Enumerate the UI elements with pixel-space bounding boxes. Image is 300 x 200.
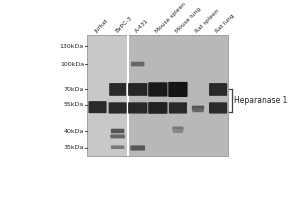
Bar <box>127 35 129 156</box>
FancyBboxPatch shape <box>128 102 147 114</box>
FancyBboxPatch shape <box>111 129 124 133</box>
FancyBboxPatch shape <box>168 82 188 97</box>
FancyBboxPatch shape <box>169 102 187 114</box>
Text: Mouse spleen: Mouse spleen <box>154 2 187 34</box>
Text: A-431: A-431 <box>134 18 150 34</box>
FancyBboxPatch shape <box>88 101 106 113</box>
Text: 130kDa: 130kDa <box>60 44 84 49</box>
Text: 55kDa: 55kDa <box>64 102 84 107</box>
FancyBboxPatch shape <box>192 106 204 110</box>
FancyBboxPatch shape <box>128 83 147 96</box>
Text: Rat spleen: Rat spleen <box>194 8 220 34</box>
Text: Heparanase 1: Heparanase 1 <box>234 96 288 105</box>
Text: Rat lung: Rat lung <box>214 13 236 34</box>
FancyBboxPatch shape <box>131 62 145 66</box>
FancyBboxPatch shape <box>209 102 227 114</box>
Text: 35kDa: 35kDa <box>64 145 84 150</box>
Text: 40kDa: 40kDa <box>64 129 84 134</box>
Text: Mouse lung: Mouse lung <box>174 6 202 34</box>
FancyBboxPatch shape <box>172 127 184 131</box>
FancyBboxPatch shape <box>148 102 167 114</box>
Text: 70kDa: 70kDa <box>64 87 84 92</box>
FancyBboxPatch shape <box>148 82 167 97</box>
FancyBboxPatch shape <box>111 145 124 149</box>
FancyBboxPatch shape <box>209 83 227 96</box>
FancyBboxPatch shape <box>110 134 125 138</box>
FancyBboxPatch shape <box>130 145 145 151</box>
FancyBboxPatch shape <box>109 102 127 114</box>
Text: Jurkat: Jurkat <box>94 18 110 34</box>
Text: 100kDa: 100kDa <box>60 62 84 67</box>
FancyBboxPatch shape <box>109 83 126 96</box>
Text: BxPC-3: BxPC-3 <box>114 16 133 34</box>
FancyBboxPatch shape <box>192 108 204 112</box>
Bar <box>88 35 128 156</box>
Bar <box>128 35 228 156</box>
FancyBboxPatch shape <box>173 129 183 133</box>
